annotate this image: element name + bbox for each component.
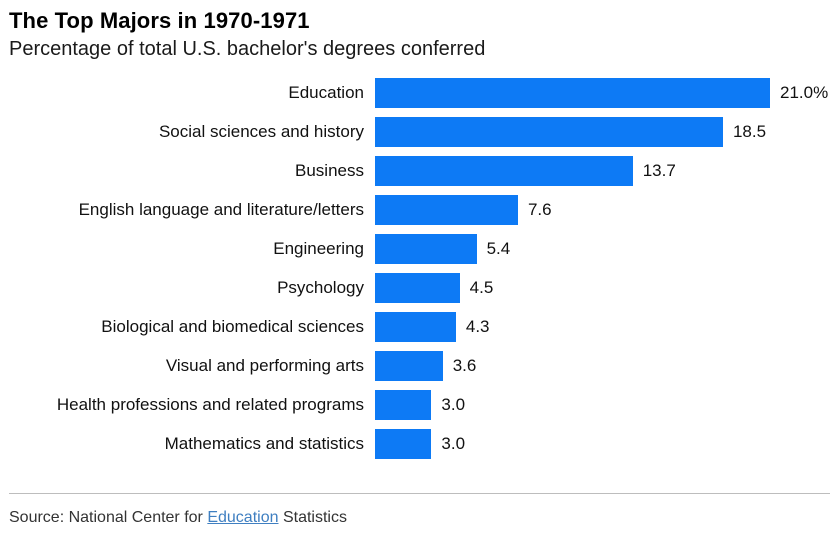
bar-row: Psychology 4.5 [9, 273, 830, 303]
category-label: Health professions and related programs [56, 395, 364, 414]
chart-subtitle: Percentage of total U.S. bachelor's degr… [9, 38, 486, 60]
category-label: Social sciences and history [158, 122, 364, 141]
bar-track: 4.3 [375, 312, 830, 342]
bar-row: Visual and performing arts 3.6 [9, 351, 830, 381]
bar-row: Education 21.0% [9, 78, 830, 108]
value-label: 4.3 [465, 317, 490, 336]
category-label: Psychology [277, 278, 364, 297]
bar-row: Business 13.7 [9, 156, 830, 186]
value-label: 3.6 [452, 356, 477, 375]
bar-track: 5.4 [375, 234, 830, 264]
value-label: 7.6 [527, 200, 552, 219]
value-label: 18.5 [732, 122, 767, 141]
bar-row: Engineering 5.4 [9, 234, 830, 264]
category-label: Education [288, 83, 364, 102]
bar-track: 7.6 [375, 195, 830, 225]
footer-divider [9, 493, 830, 494]
category-label: Engineering [273, 239, 364, 258]
bar [375, 234, 477, 264]
source-suffix: Statistics [278, 509, 347, 526]
bar-track: 18.5 [375, 117, 830, 147]
category-label: English language and literature/letters [78, 200, 364, 219]
value-label: 21.0% [780, 83, 829, 102]
category-label: Biological and biomedical sciences [101, 317, 364, 336]
bar [375, 273, 460, 303]
category-label: Visual and performing arts [165, 356, 364, 375]
bar-row: Health professions and related programs … [9, 390, 830, 420]
bar [375, 78, 770, 108]
value-label: 3.0 [441, 434, 466, 453]
bar [375, 195, 518, 225]
bar-track: 3.0 [375, 390, 830, 420]
bar [375, 429, 432, 459]
bar [375, 312, 456, 342]
bar-chart: Education 21.0% Social sciences and hist… [9, 78, 830, 459]
value-label: 5.4 [486, 239, 511, 258]
category-label: Business [295, 161, 364, 180]
bar [375, 390, 432, 420]
category-label: Mathematics and statistics [164, 434, 364, 453]
bar-track: 4.5 [375, 273, 830, 303]
bar-track: 21.0% [375, 78, 830, 108]
bar-track: 13.7 [375, 156, 830, 186]
value-label: 13.7 [642, 161, 676, 180]
value-label: 3.0 [441, 395, 466, 414]
bar [375, 117, 723, 147]
bar-row: Mathematics and statistics 3.0 [9, 429, 830, 459]
chart-title: The Top Majors in 1970-1971 [9, 8, 310, 33]
bar-track: 3.0 [375, 429, 830, 459]
source-prefix: Source: National Center for [9, 509, 208, 526]
value-label: 4.5 [469, 278, 494, 297]
source-education-link[interactable]: Education [207, 509, 279, 526]
bar-row: Biological and biomedical sciences 4.3 [9, 312, 830, 342]
bar-track: 3.6 [375, 351, 830, 381]
bar [375, 156, 633, 186]
bar [375, 351, 443, 381]
bar-row: English language and literature/letters … [9, 195, 830, 225]
bar-row: Social sciences and history 18.5 [9, 117, 830, 147]
source-line: Source: National Center for Education St… [9, 507, 830, 529]
